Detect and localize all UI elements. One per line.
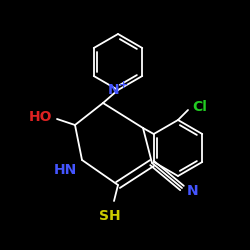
Text: HN: HN [54, 163, 77, 177]
Text: SH: SH [99, 209, 121, 223]
Text: N: N [108, 83, 120, 97]
Text: Cl: Cl [192, 100, 207, 114]
Text: HO: HO [28, 110, 52, 124]
Text: N: N [187, 184, 198, 198]
Text: +: + [120, 80, 128, 90]
